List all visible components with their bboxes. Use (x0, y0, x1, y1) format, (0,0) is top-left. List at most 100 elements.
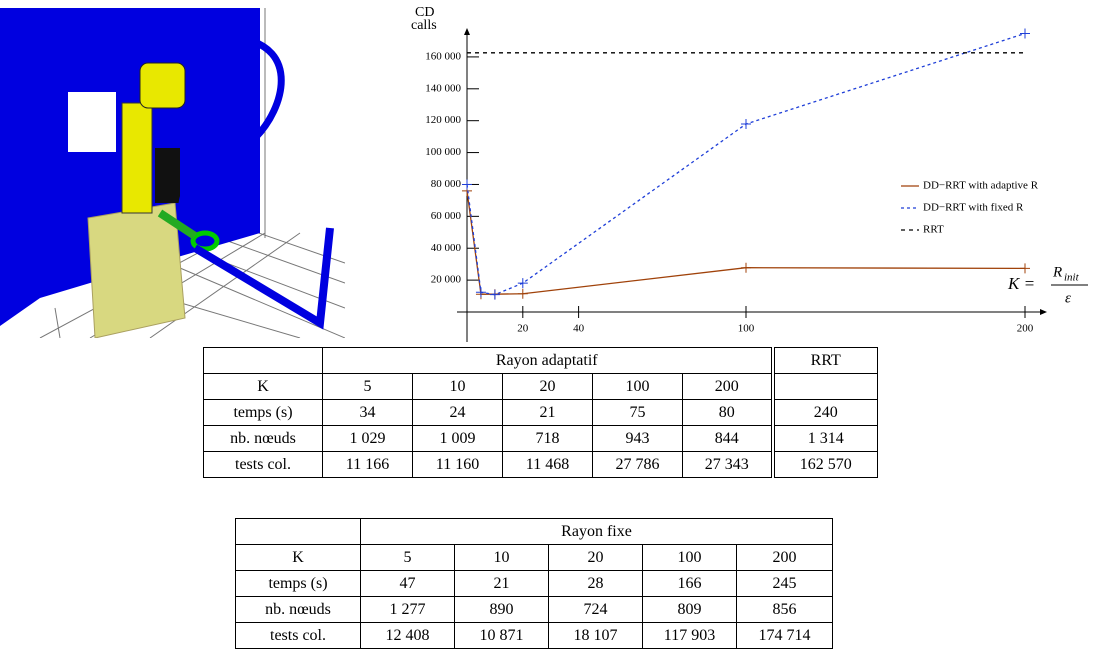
cell: 1 277 (360, 596, 455, 623)
cell: 724 (548, 596, 643, 623)
cell: 1 029 (322, 425, 413, 452)
cell: 75 (592, 399, 683, 426)
header-row: Rayon adaptatif RRT (203, 347, 878, 374)
point-marker (517, 278, 528, 289)
x-tick-label: 200 (1017, 323, 1034, 335)
extra-header: RRT (770, 347, 878, 374)
cell: 10 871 (454, 622, 549, 649)
point-marker (741, 119, 751, 130)
robot-head (139, 62, 186, 109)
y-tick-label: 160 000 (425, 50, 461, 62)
legend-label: RRT (923, 224, 944, 236)
x-label: K = (1007, 274, 1035, 293)
cell: 718 (502, 425, 593, 452)
header-row: Rayon fixe (235, 518, 833, 545)
cell (235, 518, 361, 545)
point-marker (1020, 263, 1030, 274)
cell: 100 (592, 373, 683, 400)
cell: 80 (682, 399, 773, 426)
cell: 100 (642, 544, 737, 571)
y-arrow (464, 28, 470, 35)
cell (203, 347, 323, 374)
cell: 245 (736, 570, 833, 597)
gripper (157, 209, 198, 240)
y-tick-label: 100 000 (425, 146, 461, 158)
row-header: nb. nœuds (203, 425, 323, 452)
x-label-sub: init (1064, 272, 1080, 284)
cell: 166 (642, 570, 737, 597)
y-tick-label: 80 000 (431, 178, 462, 190)
series-line (466, 32, 1026, 296)
cell: 21 (454, 570, 549, 597)
cell: 1 009 (412, 425, 503, 452)
tube (178, 34, 285, 209)
cell: 12 408 (360, 622, 455, 649)
cell: 1 314 (770, 425, 878, 452)
y-tick-label: 40 000 (431, 242, 462, 254)
point-marker (1020, 28, 1030, 39)
x-tick-label: 100 (738, 323, 755, 335)
point-marker (517, 288, 528, 299)
table-row: temps (s) 47 21 28 166 245 (235, 570, 833, 597)
legend-label: DD−RRT with adaptive R (923, 180, 1039, 192)
row-header: tests col. (235, 622, 361, 649)
robot-scene (0, 8, 345, 338)
cell: 174 714 (736, 622, 833, 649)
row-header: K (235, 544, 361, 571)
y-label: CD (415, 5, 434, 20)
cell: 11 160 (412, 451, 503, 478)
x-tick-label: 40 (573, 323, 585, 335)
table-row: nb. nœuds 1 277 890 724 809 856 (235, 596, 833, 623)
x-label-num: R (1052, 264, 1062, 280)
cell: 34 (322, 399, 413, 426)
cell: 10 (454, 544, 549, 571)
tube (192, 227, 334, 330)
x-tick-label: 20 (517, 323, 529, 335)
cell (770, 373, 878, 400)
series-line (466, 190, 1026, 295)
cell: 844 (682, 425, 773, 452)
data-table: Rayon fixe K 5 10 20 100 200 temps (s) 47 21 28 166… (235, 518, 833, 649)
cell: 162 570 (770, 451, 878, 478)
row-header: temps (s) (235, 570, 361, 597)
cell: 809 (642, 596, 737, 623)
x-label-den: ε (1065, 290, 1071, 306)
ring (190, 230, 220, 252)
cell: 200 (736, 544, 833, 571)
legend-label: DD−RRT with fixed R (923, 202, 1024, 214)
cell: 10 (412, 373, 503, 400)
cell: 27 343 (682, 451, 773, 478)
y-label: calls (411, 18, 437, 33)
y-tick-label: 20 000 (431, 274, 462, 286)
cell: 20 (548, 544, 643, 571)
table-row: temps (s) 34 24 21 75 80 240 (203, 399, 878, 426)
table-row: tests col. 12 408 10 871 18 107 117 903 174 7… (235, 622, 833, 649)
table-row: tests col. 11 166 11 160 11 468 27 786 27 343… (203, 451, 878, 478)
cell: 20 (502, 373, 593, 400)
y-tick-label: 120 000 (425, 114, 461, 126)
robot-arm (121, 102, 153, 214)
row-header: tests col. (203, 451, 323, 478)
data-table: Rayon adaptatif RRT K 5 10 20 100 200 temps (s) 3… (203, 347, 878, 478)
cell: 200 (682, 373, 773, 400)
cell: 5 (360, 544, 455, 571)
cell: 890 (454, 596, 549, 623)
group-header: Rayon fixe (360, 518, 833, 545)
cell: 28 (548, 570, 643, 597)
cell: 117 903 (642, 622, 737, 649)
cell: 5 (322, 373, 413, 400)
table-row: nb. nœuds 1 029 1 009 718 943 844 1 314 (203, 425, 878, 452)
window (68, 92, 116, 152)
row-header: K (203, 373, 323, 400)
table-row: K 5 10 20 100 200 (203, 373, 878, 400)
robot-joint (155, 148, 180, 203)
cell: 11 468 (502, 451, 593, 478)
cell: 240 (770, 399, 878, 426)
cell: 27 786 (592, 451, 683, 478)
point-marker (462, 179, 472, 190)
point-marker (741, 262, 751, 273)
cell: 856 (736, 596, 833, 623)
y-tick-label: 140 000 (425, 82, 461, 94)
